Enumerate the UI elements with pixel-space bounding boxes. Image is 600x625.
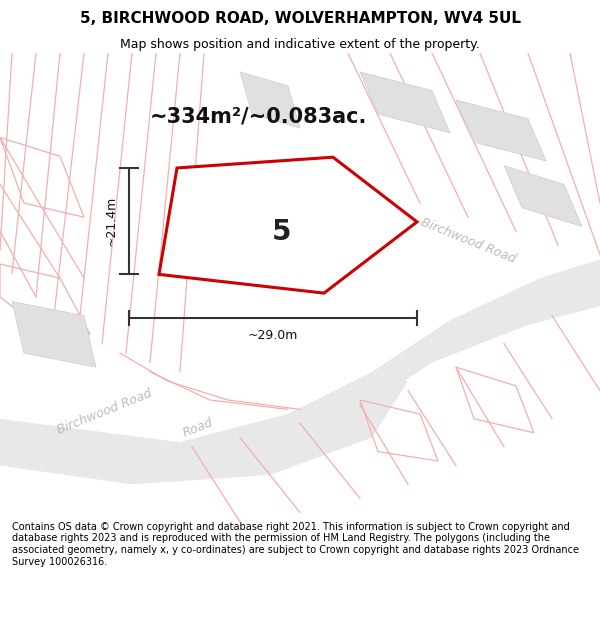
Text: Birchwood Road: Birchwood Road [419,216,517,266]
Text: ~21.4m: ~21.4m [104,196,118,246]
Polygon shape [159,157,417,293]
Polygon shape [456,100,546,161]
Text: Birchwood Road: Birchwood Road [56,387,154,437]
Polygon shape [264,259,600,456]
Text: ~334m²/~0.083ac.: ~334m²/~0.083ac. [149,106,367,126]
Polygon shape [186,194,276,264]
Polygon shape [0,372,408,484]
Polygon shape [504,166,582,226]
Text: Map shows position and indicative extent of the property.: Map shows position and indicative extent… [120,38,480,51]
Polygon shape [240,72,300,128]
Text: ~29.0m: ~29.0m [248,329,298,342]
Polygon shape [12,301,96,367]
Text: Road: Road [181,416,215,440]
Text: 5, BIRCHWOOD ROAD, WOLVERHAMPTON, WV4 5UL: 5, BIRCHWOOD ROAD, WOLVERHAMPTON, WV4 5U… [79,11,521,26]
Polygon shape [360,72,450,132]
Text: Contains OS data © Crown copyright and database right 2021. This information is : Contains OS data © Crown copyright and d… [12,522,579,567]
Text: 5: 5 [272,218,292,246]
Polygon shape [168,414,288,475]
